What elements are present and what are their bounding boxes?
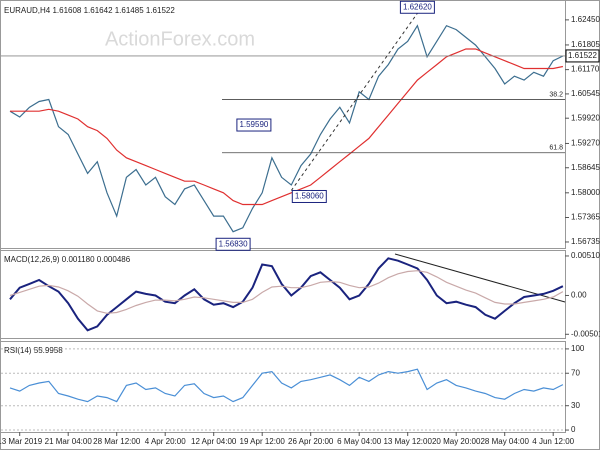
panel-title: RSI(14) 55.9958	[4, 346, 63, 355]
trendline	[290, 12, 418, 191]
price-label: 1.56830	[219, 239, 248, 248]
price-label-box	[236, 118, 272, 132]
x-tick-label: 13 May 12:00	[383, 437, 432, 446]
y-tick-label: 100	[571, 344, 585, 353]
y-tick-label: 30	[571, 401, 580, 410]
macd-trendline	[394, 253, 566, 303]
price-label-box	[215, 237, 251, 251]
last-price-box	[565, 49, 600, 63]
y-tick-label: 1.61805	[571, 40, 600, 49]
x-tick-label: 28 May 04:00	[480, 437, 529, 446]
macd-panel	[0, 250, 566, 339]
y-tick-label: 1.56735	[571, 237, 600, 246]
y-tick-label: 1.59920	[571, 113, 600, 122]
x-tick-label: 21 Mar 04:00	[45, 437, 93, 446]
series-line	[9, 257, 564, 332]
y-tick-label: 1.62450	[571, 15, 600, 24]
series-line	[9, 368, 564, 403]
y-tick-label: 1.58000	[571, 188, 600, 197]
y-tick-label: 1.61170	[571, 65, 600, 74]
x-tick-label: 20 May 20:00	[432, 437, 481, 446]
x-tick-label: 19 Apr 12:00	[240, 437, 286, 446]
panel-title: MACD(12,26,9) 0.001180 0.000486	[4, 255, 131, 264]
watermark: ActionForex.com	[105, 28, 255, 50]
price-label-box	[291, 189, 327, 203]
price-label: 1.58060	[295, 192, 324, 201]
y-tick-label: 1.58645	[571, 163, 600, 172]
price-panel	[0, 0, 566, 249]
y-tick-label: -0.005019	[571, 329, 600, 338]
x-tick-label: 13 Mar 2019	[0, 437, 43, 446]
y-tick-label: 1.60545	[571, 89, 600, 98]
x-tick-label: 12 Apr 04:00	[191, 437, 237, 446]
series-line	[9, 270, 564, 314]
x-tick-label: 4 Apr 20:00	[145, 437, 186, 446]
y-tick-label: 70	[571, 368, 580, 377]
x-tick-label: 28 Mar 12:00	[93, 437, 141, 446]
price-label: 1.62620	[403, 2, 432, 11]
fib-label: 61.8	[549, 145, 563, 152]
price-label: 1.59590	[239, 120, 268, 129]
y-tick-label: 1.59270	[571, 139, 600, 148]
y-tick-label: 0.005108	[571, 251, 600, 260]
x-tick-label: 4 Jun 12:00	[532, 437, 574, 446]
series-line	[10, 48, 564, 206]
y-tick-label: 0	[571, 425, 576, 434]
y-tick-label: 1.57365	[571, 213, 600, 222]
y-tick-label: 0.00	[571, 291, 587, 300]
last-price-label: 1.61522	[568, 51, 597, 60]
price-label-box	[399, 0, 435, 14]
rsi-panel	[0, 341, 566, 433]
x-tick-label: 6 May 04:00	[337, 437, 382, 446]
x-tick-label: 26 Apr 20:00	[288, 437, 334, 446]
fib-label: 38.2	[549, 91, 563, 98]
panel-title: EURAUD,H4 1.61608 1.61642 1.61485 1.6152…	[4, 6, 175, 15]
series-line	[9, 24, 564, 233]
